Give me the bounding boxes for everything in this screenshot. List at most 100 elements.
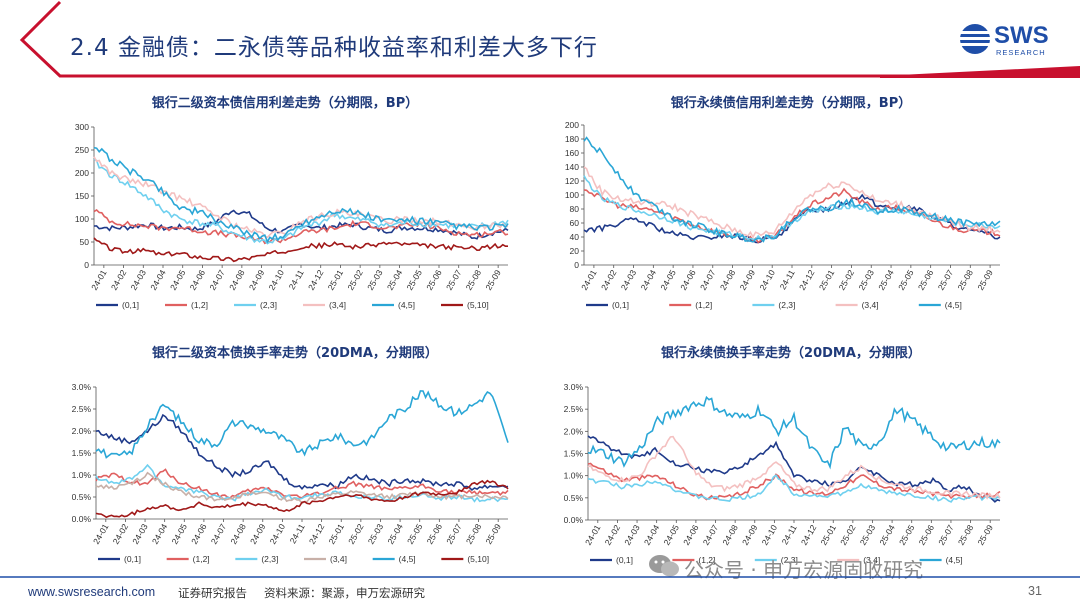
x-tick-label: 25-07 xyxy=(936,523,956,547)
footer-source-note: 资料来源：聚源，申万宏源研究 xyxy=(264,586,425,600)
x-tick-label: 24-03 xyxy=(622,523,642,547)
x-tick-label: 24-12 xyxy=(799,523,819,547)
x-tick-label: 24-02 xyxy=(603,523,623,547)
header-accent-wedge xyxy=(880,66,1080,78)
y-tick-label: 0 xyxy=(84,260,89,270)
legend-label: (3,4] xyxy=(329,300,346,310)
y-tick-label: 2.5% xyxy=(564,404,584,414)
legend-label: (4,5] xyxy=(945,300,962,310)
series-line-3-4 xyxy=(587,395,1001,470)
y-tick-label: 60 xyxy=(570,218,580,228)
series-line-0-4 xyxy=(93,146,509,244)
header: 2.4 金融债：二永债等品种收益率和利差大多下行 SWS RESEARCH xyxy=(0,0,1080,78)
y-tick-label: 160 xyxy=(565,148,579,158)
x-tick-label: 24-08 xyxy=(720,523,740,547)
legend-label: (0,1] xyxy=(612,300,629,310)
legend-label: (0,1] xyxy=(122,300,139,310)
x-tick-label: 25-02 xyxy=(838,523,858,547)
x-tick-label: 24-06 xyxy=(681,523,701,547)
y-tick-label: 180 xyxy=(565,134,579,144)
series-line-1-4 xyxy=(583,136,1001,243)
legend-label: (1,2] xyxy=(191,300,208,310)
x-tick-label: 24-01 xyxy=(583,523,603,547)
page-title: 2.4 金融债：二永债等品种收益率和利差大多下行 xyxy=(70,35,598,61)
wechat-icon xyxy=(649,555,679,577)
watermark-text: 公众号 · 申万宏源固收研究 xyxy=(684,558,924,582)
x-tick-label: 24-05 xyxy=(661,523,681,547)
y-tick-label: 0.5% xyxy=(72,492,92,502)
y-tick-label: 0.5% xyxy=(564,493,584,503)
chart-title-perpetual-turnover: 银行永续债换手率走势（20DMA，分期限） xyxy=(661,346,921,361)
legend-label: (5,10] xyxy=(467,554,489,564)
x-tick-label: 25-01 xyxy=(818,523,838,547)
y-tick-label: 120 xyxy=(565,176,579,186)
legend-label: (4,5] xyxy=(399,554,416,564)
series-line-2-0 xyxy=(95,413,509,492)
series-line-1-3 xyxy=(583,166,1001,239)
y-tick-label: 1.5% xyxy=(72,448,92,458)
legend-label: (4,5] xyxy=(946,555,963,565)
series-line-2-4 xyxy=(95,390,509,459)
x-tick-label: 24-09 xyxy=(740,523,760,547)
y-tick-label: 40 xyxy=(570,232,580,242)
y-tick-label: 3.0% xyxy=(564,382,584,392)
y-tick-label: 50 xyxy=(80,237,90,247)
sws-globe-icon xyxy=(960,24,990,54)
y-tick-label: 300 xyxy=(75,122,89,132)
footer-report-label: 证券研究报告 xyxy=(178,586,247,600)
series-line-3-0 xyxy=(587,435,1001,503)
y-tick-label: 140 xyxy=(565,162,579,172)
legend-label: (2,3] xyxy=(781,555,798,565)
y-tick-label: 100 xyxy=(565,190,579,200)
legend-label: (0,1] xyxy=(616,555,633,565)
y-tick-label: 100 xyxy=(75,214,89,224)
chart-title-perpetual-spread: 银行永续债信用利差走势（分期限，BP） xyxy=(670,96,912,111)
x-tick-label: 25-03 xyxy=(858,523,878,547)
x-tick-label: 25-04 xyxy=(877,523,897,547)
chart-title-tier2-turnover: 银行二级资本债换手率走势（20DMA，分期限） xyxy=(152,346,438,361)
y-tick-label: 3.0% xyxy=(72,382,92,392)
x-tick-label: 25-05 xyxy=(897,523,917,547)
logo-text: SWS xyxy=(994,22,1049,49)
series-line-2-5 xyxy=(95,479,509,519)
y-tick-label: 20 xyxy=(570,246,580,256)
x-tick-label: 24-07 xyxy=(701,523,721,547)
legend-label: (0,1] xyxy=(124,554,141,564)
logo-subtext: RESEARCH xyxy=(996,48,1046,57)
legend-label: (3,4] xyxy=(863,555,880,565)
y-tick-label: 2.5% xyxy=(72,404,92,414)
footer-divider xyxy=(0,576,1080,578)
y-tick-label: 0.0% xyxy=(72,514,92,524)
legend-label: (3,4] xyxy=(862,300,879,310)
y-tick-label: 0 xyxy=(574,260,579,270)
y-tick-label: 0.0% xyxy=(564,515,584,525)
footer: www.swsresearch.com 证券研究报告 资料来源：聚源，申万宏源研… xyxy=(0,576,1080,608)
legend-label: (2,3] xyxy=(260,300,277,310)
x-tick-label: 25-09 xyxy=(975,523,995,547)
legend-label: (4,5] xyxy=(398,300,415,310)
y-tick-label: 150 xyxy=(75,191,89,201)
y-tick-label: 1.0% xyxy=(564,471,584,481)
x-tick-label: 25-08 xyxy=(956,523,976,547)
legend-label: (2,3] xyxy=(261,554,278,564)
y-tick-label: 200 xyxy=(565,120,579,130)
series-line-3-2 xyxy=(587,474,1001,503)
y-tick-label: 80 xyxy=(570,204,580,214)
series-line-2-2 xyxy=(95,463,509,503)
x-tick-label: 24-04 xyxy=(642,523,662,547)
x-tick-label: 24-10 xyxy=(760,523,780,547)
legend-label: (2,3] xyxy=(778,300,795,310)
series-line-0-1 xyxy=(93,208,509,245)
y-tick-label: 1.5% xyxy=(564,449,584,459)
legend-label: (5,10] xyxy=(467,300,489,310)
footer-website-link[interactable]: www.swsresearch.com xyxy=(28,585,156,599)
series-line-0-5 xyxy=(93,237,508,263)
legend-label: (3,4] xyxy=(330,554,347,564)
y-tick-label: 1.0% xyxy=(72,470,92,480)
y-tick-label: 250 xyxy=(75,145,89,155)
y-tick-label: 200 xyxy=(75,168,89,178)
